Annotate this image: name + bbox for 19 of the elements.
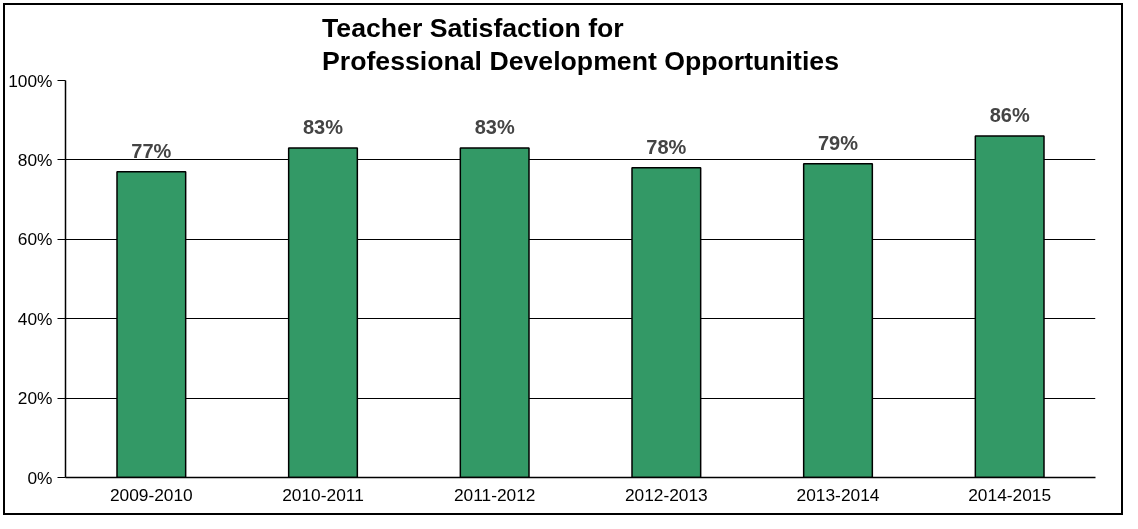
y-tick-label: 80%	[17, 149, 53, 170]
x-tick-label: 2011-2012	[453, 484, 536, 505]
y-tick-label: 0%	[27, 467, 53, 488]
chart-title: Teacher Satisfaction for Professional Development Opportunities	[322, 12, 839, 76]
data-label: 78%	[646, 135, 687, 158]
data-label: 77%	[131, 139, 172, 162]
x-tick-label: 2012-2013	[624, 484, 708, 505]
x-tick-label: 2013-2014	[796, 484, 880, 505]
x-tick-label: 2009-2010	[109, 484, 193, 505]
y-tick-label: 100%	[8, 70, 53, 91]
x-tick-label: 2010-2011	[282, 484, 364, 505]
x-tick-label: 2014-2015	[968, 484, 1052, 505]
y-tick-label: 40%	[17, 308, 53, 329]
data-label: 86%	[989, 104, 1030, 127]
y-tick-label: 60%	[17, 229, 53, 250]
data-label: 79%	[817, 131, 859, 154]
data-label: 83%	[474, 115, 515, 138]
data-label: 83%	[302, 115, 344, 138]
y-tick-label: 20%	[17, 388, 53, 409]
